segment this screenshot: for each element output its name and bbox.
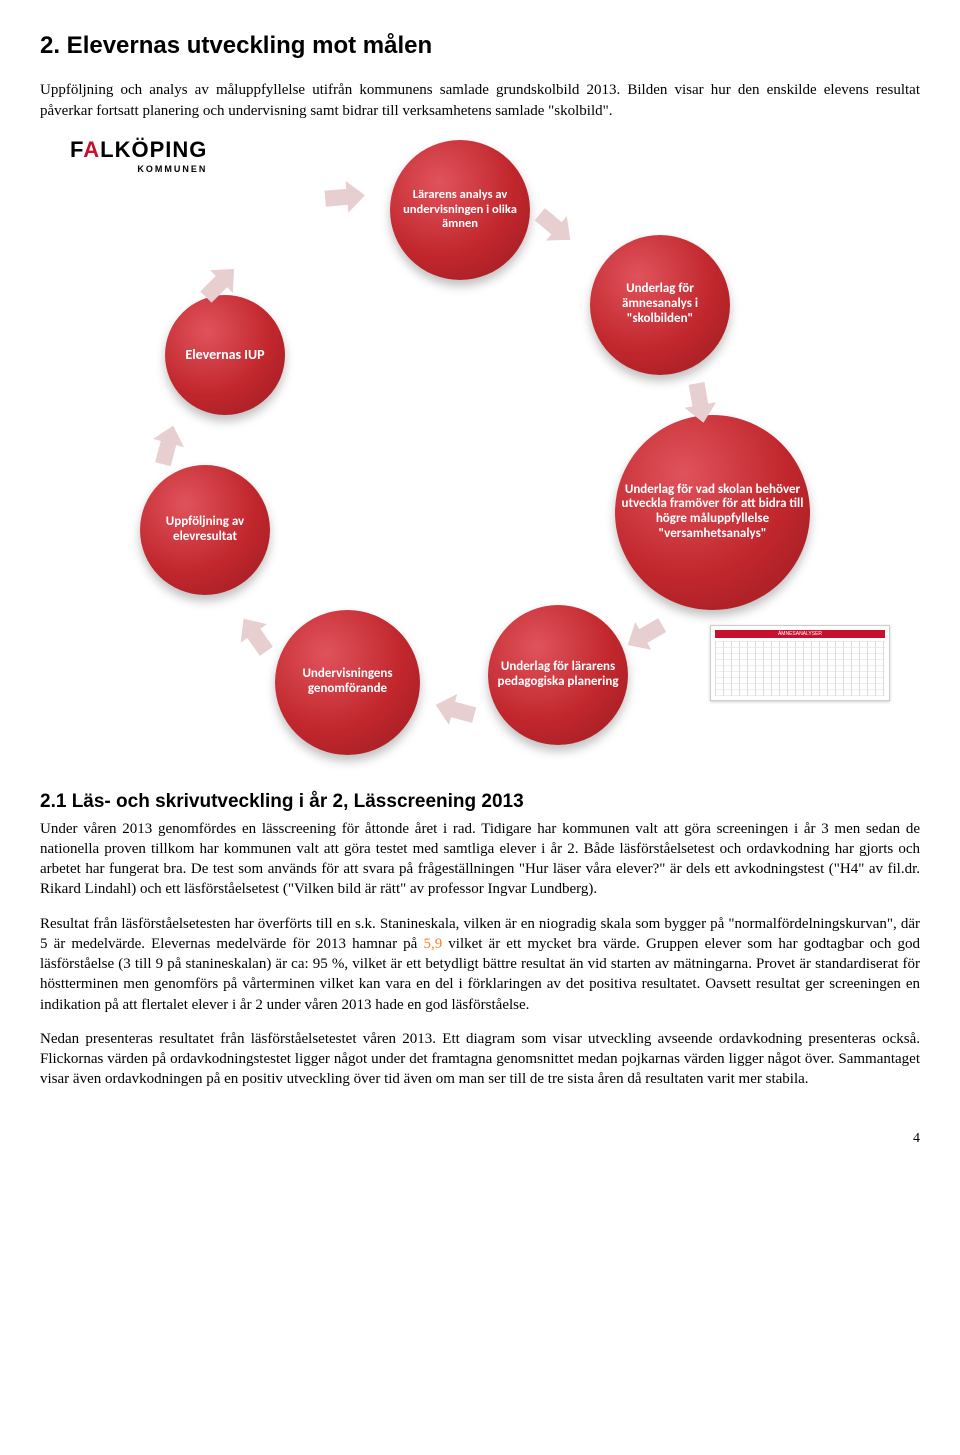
paragraph-1: Under våren 2013 genomfördes en lässcree… bbox=[40, 819, 920, 900]
logo-pre: F bbox=[70, 137, 83, 162]
page-heading: 2. Elevernas utveckling mot målen bbox=[40, 30, 920, 62]
falkoping-logo: FALKÖPING KOMMUNEN bbox=[70, 135, 207, 175]
cycle-node: Underlag för ämnesanalys i "skolbilden" bbox=[590, 235, 730, 375]
cycle-arrow-icon bbox=[618, 608, 673, 663]
section-heading-2-1: 2.1 Läs- och skrivutveckling i år 2, Läs… bbox=[40, 789, 920, 815]
cycle-node: Underlag för vad skolan behöver utveckla… bbox=[615, 415, 810, 610]
logo-post: LKÖPING bbox=[100, 137, 207, 162]
cycle-arrow-icon bbox=[431, 685, 480, 734]
mini-chart-body bbox=[715, 641, 885, 696]
cycle-arrow-icon bbox=[527, 199, 583, 255]
cycle-diagram: FALKÖPING KOMMUNEN Lärarens analys av un… bbox=[70, 135, 890, 775]
cycle-arrow-icon bbox=[323, 175, 366, 218]
intro-paragraph: Uppföljning och analys av måluppfyllelse… bbox=[40, 80, 920, 121]
paragraph-2: Resultat från läsförståelsetesten har öv… bbox=[40, 914, 920, 1015]
page-number: 4 bbox=[40, 1130, 920, 1149]
cycle-node: Underlag för lärarens pedagogiska planer… bbox=[488, 605, 628, 745]
cycle-node: Elevernas IUP bbox=[165, 295, 285, 415]
logo-sub: KOMMUNEN bbox=[70, 163, 207, 175]
paragraph-3: Nedan presenteras resultatet från läsför… bbox=[40, 1029, 920, 1090]
p2-highlight: 5,9 bbox=[423, 936, 442, 952]
logo-red: A bbox=[83, 137, 100, 162]
cycle-arrow-icon bbox=[227, 607, 283, 663]
mini-chart-title: ÄMNESANALYSER bbox=[715, 630, 885, 638]
cycle-node: Lärarens analys av undervisningen i olik… bbox=[390, 140, 530, 280]
cycle-node: Undervisningens genomförande bbox=[275, 610, 420, 755]
cycle-arrow-icon bbox=[144, 420, 193, 469]
mini-chart: ÄMNESANALYSER bbox=[710, 625, 890, 701]
cycle-node: Uppföljning av elevresultat bbox=[140, 465, 270, 595]
